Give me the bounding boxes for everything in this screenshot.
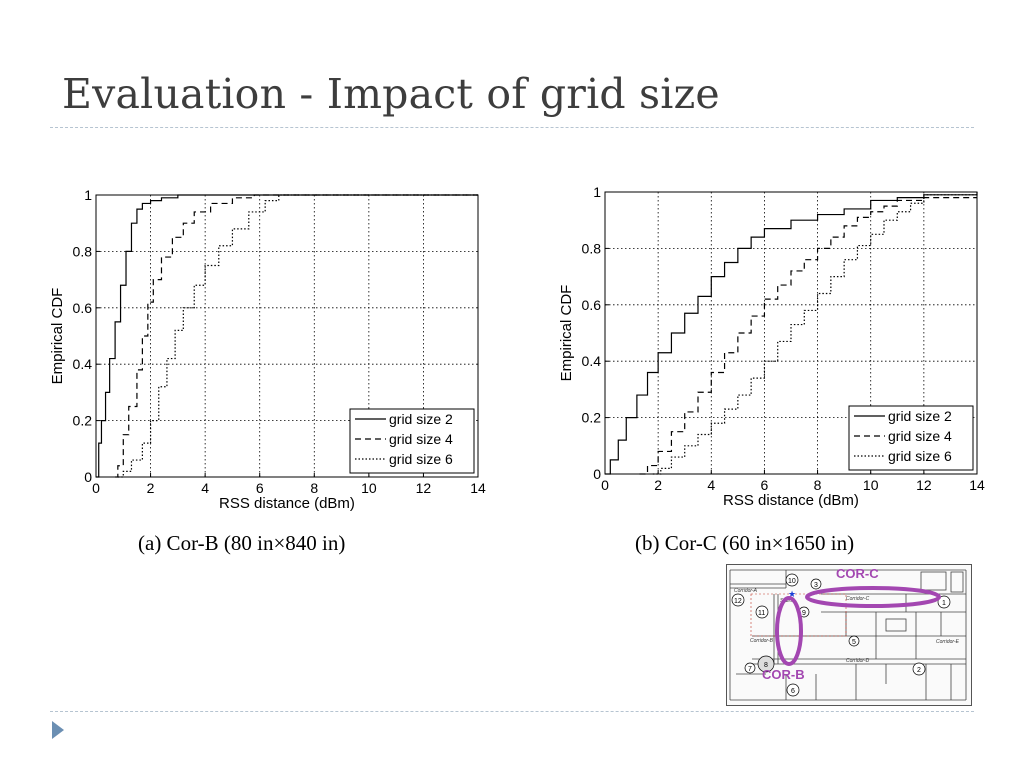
cor-b-label: COR-B [762, 667, 805, 682]
corridor-e-label: Corridor-E [936, 639, 960, 645]
y-tick-label: 0.8 [73, 243, 93, 259]
legend-box [848, 405, 974, 471]
x-tick-label: 6 [761, 477, 769, 493]
legend: grid size 2 grid size 4 grid size 6 [349, 408, 475, 474]
marker-circle [937, 595, 951, 609]
x-tick-label: 10 [361, 480, 377, 496]
marker-3: 3 [814, 582, 818, 589]
marker-11: 11 [758, 610, 765, 617]
y-tick-label: 0.6 [582, 297, 602, 313]
marker-circle [912, 662, 926, 676]
marker-circle [810, 578, 822, 590]
x-tick-label: 2 [654, 477, 662, 493]
x-tick-label: 8 [814, 477, 822, 493]
marker-10: 10 [788, 578, 796, 585]
marker-circle [757, 655, 775, 673]
chart-cor-b: 0 2 4 6 8 10 12 14 0 0.2 0.4 0.6 0.8 1 RSS distance (d… [49, 187, 486, 512]
x-tick-label: 2 [147, 480, 155, 496]
marker-circle [848, 635, 860, 647]
y-axis-label: Empirical CDF [558, 285, 575, 382]
marker-7: 7 [748, 666, 752, 673]
y-tick-label: 0.4 [582, 353, 602, 369]
y-tick-label: 1 [84, 187, 92, 203]
legend-entry: grid size 6 [389, 451, 453, 467]
x-axis-label: RSS distance (dBm) [723, 492, 859, 509]
marker-2: 2 [917, 667, 921, 674]
y-tick-label: 0 [84, 469, 92, 485]
cor-b-highlight [775, 596, 803, 666]
y-tick-label: 0.6 [73, 300, 93, 316]
y-tick-label: 0.2 [582, 410, 602, 426]
series-line-3 [117, 194, 478, 478]
footer-divider [50, 711, 974, 712]
legend-entry: grid size 4 [888, 428, 952, 444]
series-line-1 [96, 194, 478, 478]
title-divider [50, 127, 974, 128]
x-tick-label: 4 [707, 477, 715, 493]
caption-cor-b: (a) Cor-B (80 in×840 in) [138, 531, 346, 555]
y-tick-label: 0.2 [73, 413, 93, 429]
stairs-label: Stairs [780, 598, 793, 604]
x-tick-label: 0 [92, 480, 100, 496]
star-icon: ★ [788, 590, 796, 600]
y-tick-label: 0.8 [582, 240, 602, 256]
corridor-b-label: Corridor-B [750, 638, 774, 644]
y-tick-label: 1 [593, 184, 601, 200]
slide-title: Evaluation - Impact of grid size [62, 70, 720, 118]
x-tick-label: 4 [201, 480, 209, 496]
legend-entry: grid size 2 [888, 408, 952, 424]
marker-circle [744, 662, 756, 674]
marker-circle [755, 605, 769, 619]
marker-circle [731, 593, 745, 607]
x-tick-label: 10 [863, 477, 879, 493]
marker-1: 1 [942, 600, 946, 607]
marker-8: 8 [764, 662, 768, 669]
x-tick-label: 0 [601, 477, 609, 493]
x-axis-label: RSS distance (dBm) [219, 495, 355, 512]
caption-cor-c: (b) Cor-C (60 in×1650 in) [635, 531, 855, 555]
x-tick-label: 12 [416, 480, 432, 496]
floorplan-map: Corridor-A Corridor-C Corridor-B Corrido… [726, 564, 972, 706]
series-line-1 [605, 192, 978, 475]
x-tick-label: 14 [969, 477, 985, 493]
marker-circle [786, 683, 800, 697]
marker-5: 5 [852, 639, 856, 646]
bullet-arrow-icon [52, 721, 64, 739]
plot-frame [604, 191, 978, 475]
y-axis-label: Empirical CDF [49, 288, 66, 385]
series-line-3 [652, 192, 978, 475]
chart-cor-c: 0 2 4 6 8 10 12 14 0 0.2 0.4 0.6 0.8 1 RSS distance (d… [558, 184, 985, 509]
corridor-c-label: Corridor-C [846, 596, 870, 602]
x-tick-label: 12 [916, 477, 932, 493]
x-tick-label: 6 [256, 480, 264, 496]
series-line-2 [639, 197, 977, 475]
legend: grid size 2 grid size 4 grid size 6 [848, 405, 974, 471]
cor-c-highlight [805, 586, 941, 608]
legend-entry: grid size 6 [888, 448, 952, 464]
floorplan-border [726, 564, 972, 706]
y-tick-label: 0.4 [73, 356, 93, 372]
marker-9: 9 [802, 610, 806, 617]
cor-c-label: COR-C [836, 566, 879, 581]
x-tick-label: 8 [310, 480, 318, 496]
series-line-2 [115, 194, 478, 478]
legend-entry: grid size 2 [389, 411, 453, 427]
y-tick-label: 0 [593, 466, 601, 482]
legend-box [349, 408, 475, 474]
marker-circle [785, 573, 799, 587]
marker-12: 12 [734, 598, 742, 605]
floorplan-region [750, 593, 847, 637]
corridor-d-label: Corridor-D [846, 658, 870, 664]
corridor-a-label: Corridor-A [734, 588, 758, 594]
marker-6: 6 [791, 688, 795, 695]
legend-entry: grid size 4 [389, 431, 453, 447]
x-tick-label: 14 [470, 480, 486, 496]
